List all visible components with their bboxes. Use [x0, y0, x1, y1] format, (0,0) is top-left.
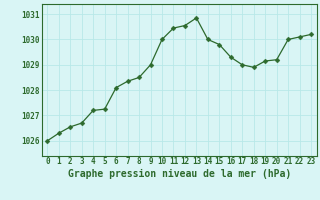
X-axis label: Graphe pression niveau de la mer (hPa): Graphe pression niveau de la mer (hPa) — [68, 169, 291, 179]
